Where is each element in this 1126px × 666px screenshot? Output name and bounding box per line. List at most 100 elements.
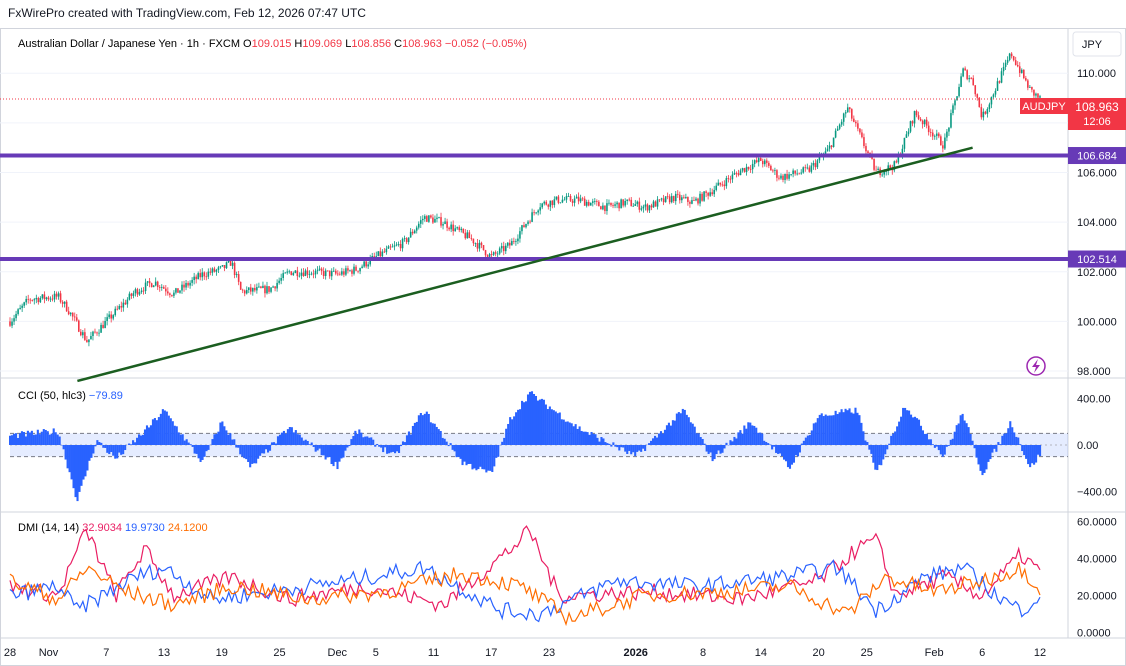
candle-body [401,238,404,249]
dmi-legend: DMI (14, 14) 32.9034 19.9730 24.1200 [18,522,208,534]
candle-body [654,201,657,207]
cci-bar [211,439,214,445]
candle-body [422,218,424,221]
candle-body [646,204,649,211]
cci-bar [870,445,873,454]
currency-button[interactable] [1072,31,1122,57]
cci-bar [761,433,764,445]
cci-bar [431,423,434,445]
candle-body [298,275,301,277]
cci-bar [98,442,101,445]
candle-body [460,228,463,231]
cci-bar [284,433,287,445]
cci-bar [564,421,567,445]
time-axis[interactable]: 28 Nov 7 13 19 25 Dec 5 11 17 23 2026 8 14 20 25 Feb 6 12 [4,647,1046,659]
candle-body [735,173,738,174]
candle-body [650,205,653,208]
cci-bar [104,445,107,448]
candle-body [185,282,187,288]
candle-body [577,196,580,202]
cci-bar [790,445,794,465]
dmi-pane[interactable] [9,525,1041,627]
cci-bar [767,443,770,445]
candle-body [1006,59,1009,63]
cci-bar [818,414,821,445]
time-tick-label: 12 [1034,647,1046,659]
level-badge-102514 [1068,250,1126,268]
candle-body [600,206,602,210]
cci-value: −79.89 [89,390,123,402]
candle-body [100,324,102,333]
candle-body [480,242,483,246]
cci-bar [693,426,696,445]
cci-bar [179,434,182,445]
candle-body [581,198,584,200]
candle-body [927,125,930,133]
candle-body [733,173,736,175]
candle-body [834,130,837,138]
candle-body [300,272,303,276]
cci-bar [632,445,635,453]
candle-body [389,246,392,248]
candle-body [946,131,948,138]
candle-body [167,291,169,294]
candle-body [950,113,952,128]
cci-bar [328,445,331,458]
candle-body [877,168,879,171]
cci-bar [816,418,819,445]
cci-bar [235,445,238,448]
candle-body [284,272,287,274]
cci-bar [86,445,89,471]
cci-bar [165,411,168,445]
cci-bar [604,442,607,445]
cci-bar [163,410,166,445]
candle-body [938,133,940,137]
change-value: −0.052 (−0.05%) [445,38,527,50]
candle-body [254,287,256,291]
cci-bar [461,445,464,466]
cci-bar [894,431,897,445]
cci-bar [110,445,113,453]
candle-body [1014,60,1017,65]
time-tick-label: 28 [4,647,16,659]
price-pane[interactable] [0,52,1068,383]
lightning-icon[interactable] [1026,356,1046,376]
candle-body [258,286,260,288]
candle-body [907,131,910,135]
cci-bar [971,440,974,445]
candle-body [565,196,568,200]
cci-bar [143,429,147,445]
candle-body [142,290,145,292]
cci-bar [223,426,226,445]
candle-body [587,201,590,206]
cci-bar [775,445,778,453]
time-tick-label: 13 [158,647,170,659]
cci-bar [628,445,631,451]
candle-body [239,281,242,290]
candle-body [375,255,378,257]
candle-body [559,202,562,204]
cci-bar [548,406,551,445]
cci-bar [921,430,925,445]
candle-body [227,260,230,263]
candle-body [432,217,434,223]
candle-body [563,199,566,201]
cci-bar [1007,428,1010,445]
candle-body [152,285,155,288]
candle-body [996,81,999,91]
candle-body [693,200,695,201]
cci-bar [745,428,748,445]
candle-body [108,314,110,318]
candle-body [1029,86,1031,88]
cci-bar [9,435,12,445]
candle-body [865,146,867,152]
trendline[interactable] [77,146,973,383]
cci-pane[interactable] [9,391,1068,502]
cci-bar [261,445,264,454]
cci-bar [975,445,978,458]
cci-bar [415,421,418,445]
candle-body [610,202,612,206]
candle-body [215,269,218,272]
candle-body [798,173,800,175]
cci-bar [241,445,244,457]
